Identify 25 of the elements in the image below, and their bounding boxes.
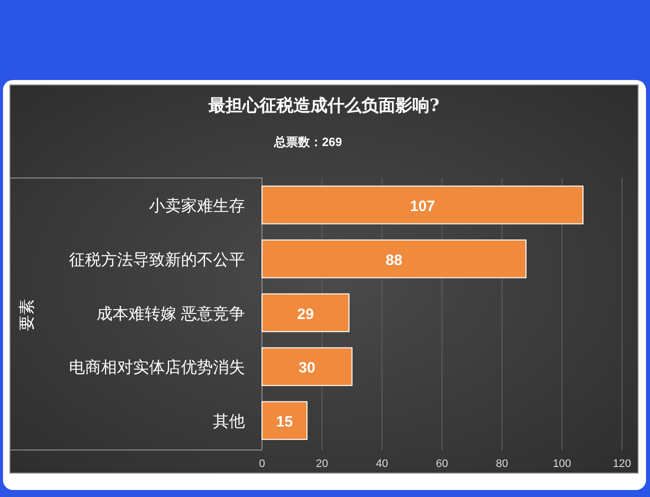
x-tick-label: 100	[552, 458, 572, 470]
x-tick-label: 20	[316, 458, 328, 470]
data-label: 29	[297, 306, 314, 323]
data-label: 88	[386, 252, 402, 269]
y-axis-title: 要素	[18, 299, 36, 331]
data-label: 107	[410, 198, 436, 215]
y-tick-label: 小卖家难生存	[149, 196, 245, 215]
y-tick-label: 成本难转嫁 恶意竞争	[96, 304, 245, 323]
data-label: 15	[276, 414, 293, 431]
bar	[262, 347, 352, 386]
x-tick-label: 80	[496, 458, 508, 470]
bar	[262, 186, 584, 224]
y-tick-label: 征税方法导致新的不公平	[69, 250, 245, 269]
y-tick-label: 电商相对实体店优势消失	[69, 358, 245, 377]
y-tick-label: 其他	[213, 412, 245, 431]
chart-title: 最担心征税造成什么负面影响?	[208, 96, 440, 116]
x-tick-label: 120	[612, 458, 632, 470]
data-label: 30	[298, 360, 316, 377]
x-tick-label: 60	[436, 458, 448, 470]
x-tick-label: 40	[376, 458, 388, 470]
chart-subtitle: 总票数：269	[272, 135, 342, 149]
bar	[262, 401, 308, 440]
bar	[262, 293, 350, 332]
x-tick-label: 0	[258, 458, 266, 470]
bar	[262, 239, 526, 278]
